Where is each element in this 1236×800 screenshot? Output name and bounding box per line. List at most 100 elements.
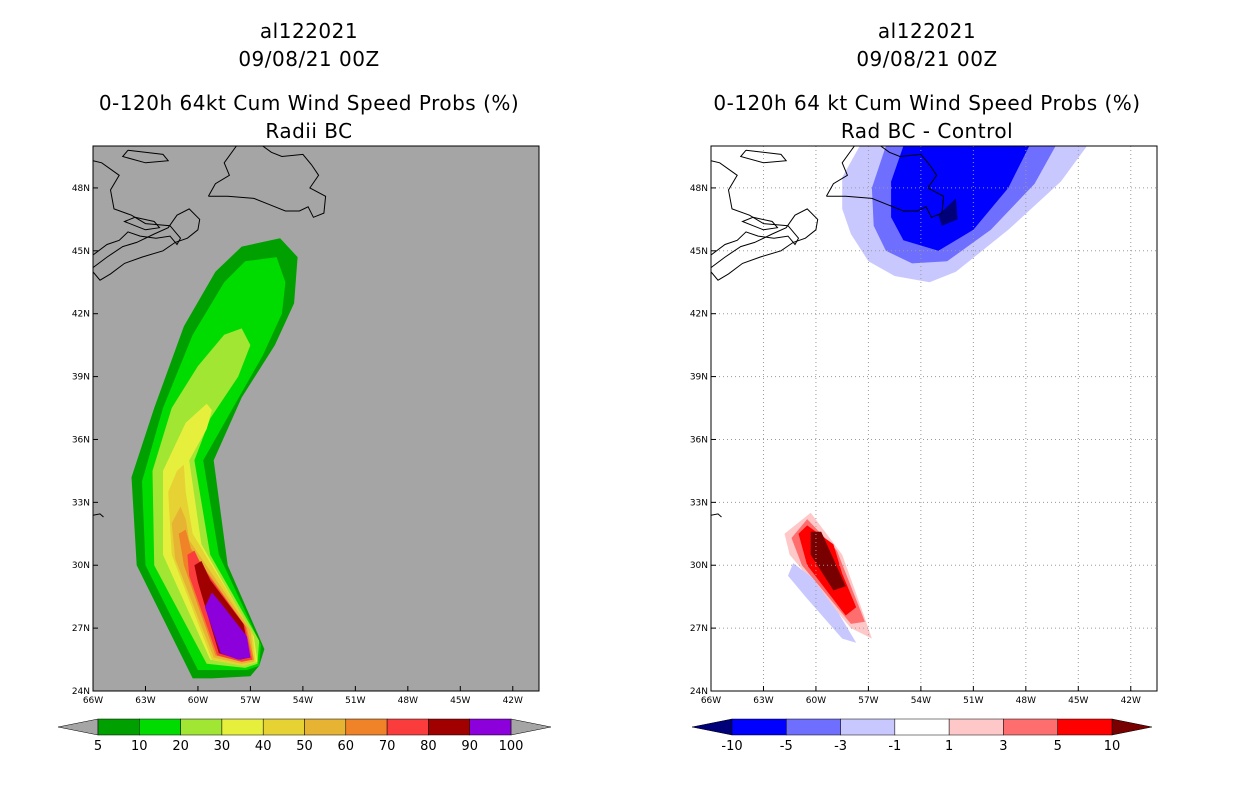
chart-title-left: 0-120h 64kt Cum Wind Speed Probs (%)	[99, 91, 519, 115]
colorbar-segment-3	[894, 718, 950, 736]
colorbar-label: 50	[296, 739, 313, 754]
colorbar-segment-0	[97, 718, 140, 736]
coastline-segment-1	[93, 208, 201, 281]
axis-ticks-left: 66W 63W 60W 57W 54W 51W 48W 45W 42W 24N 27N 30N 33N 3…	[72, 184, 523, 706]
colorbar-segment-7	[386, 718, 429, 736]
y-tick-label: 24N	[72, 687, 90, 697]
contour-neg1-8	[788, 563, 857, 643]
colorbar-segment-9	[469, 718, 512, 736]
colorbar-label: 3	[999, 739, 1007, 754]
y-tick-label: 27N	[690, 624, 708, 634]
y-tick-label: 42N	[72, 310, 90, 320]
y-tick-label: 48N	[690, 184, 708, 194]
y-tick-label: 39N	[690, 373, 708, 383]
coastline-segment-6	[93, 513, 104, 518]
storm-id-right: al122021	[878, 19, 976, 43]
colorbar-extend-low	[691, 718, 733, 736]
coastline-segment-0	[93, 160, 182, 256]
colorbar-label: 10	[131, 739, 148, 754]
coastline-segment-4	[207, 146, 327, 218]
colorbar-segment-8	[428, 718, 470, 736]
y-tick-label: 45N	[72, 247, 90, 257]
colorbar-segment-1	[139, 718, 181, 736]
colorbar-label: 70	[379, 739, 396, 754]
x-tick-label: 66W	[701, 696, 721, 706]
coastline-segment-3	[121, 149, 170, 164]
colorbar-label: 10	[1104, 739, 1121, 754]
colorbar-extend-high	[1111, 718, 1153, 736]
colorbar-label: 30	[214, 739, 231, 754]
colorbar-label: 60	[338, 739, 355, 754]
x-tick-label: 63W	[753, 696, 773, 706]
x-tick-label: 57W	[858, 696, 878, 706]
colorbar-extend-low	[57, 718, 99, 736]
x-tick-label: 45W	[450, 696, 470, 706]
colorbar-segment-2	[180, 718, 223, 736]
colorbar-segment-3	[221, 718, 264, 736]
gridlines-right	[711, 146, 1157, 691]
x-tick-label: 48W	[398, 696, 418, 706]
contour-10-7	[810, 531, 846, 591]
colorbar-label: -1	[888, 739, 901, 754]
map-frame-left	[92, 145, 540, 692]
contours-left	[131, 238, 298, 679]
colorbar-label: 20	[172, 739, 189, 754]
colorbar-right: -10 -5 -3 -1 1 3 5 10	[691, 718, 1153, 754]
panel-left: al122021 09/08/21 00Z 0-120h 64kt Cum Wi…	[57, 19, 552, 754]
coastline-segment-6	[711, 513, 722, 518]
map-frame-right	[710, 145, 1158, 692]
storm-id-left: al122021	[260, 19, 358, 43]
colorbar-label: 5	[1054, 739, 1062, 754]
colorbar-label: -3	[834, 739, 847, 754]
coastline-segment-4	[825, 146, 945, 218]
y-tick-label: 36N	[72, 435, 90, 445]
colorbar-label: 40	[255, 739, 272, 754]
coastline-segment-5	[93, 136, 205, 144]
colorbar-segment-5	[304, 718, 347, 736]
y-tick-label: 33N	[690, 498, 708, 508]
contour-30-3	[163, 403, 258, 666]
colorbar-label: 1	[945, 739, 953, 754]
coastline-segment-2	[123, 216, 161, 231]
x-tick-label: 51W	[345, 696, 365, 706]
y-tick-label: 39N	[72, 373, 90, 383]
x-tick-label: 60W	[188, 696, 208, 706]
colorbar-segment-4	[948, 718, 1004, 736]
coastline-segment-2	[741, 216, 779, 231]
y-tick-label: 42N	[690, 310, 708, 320]
colorbar-segment-6	[1057, 718, 1113, 736]
panel-right: al122021 09/08/21 00Z 0-120h 64 kt Cum W…	[690, 19, 1158, 754]
chart-title-right: 0-120h 64 kt Cum Wind Speed Probs (%)	[713, 91, 1140, 115]
x-tick-label: 48W	[1016, 696, 1036, 706]
y-tick-label: 30N	[690, 561, 708, 571]
x-tick-label: 54W	[911, 696, 931, 706]
coastline-right	[711, 146, 945, 518]
colorbar-segment-5	[1003, 718, 1058, 736]
y-tick-label: 33N	[72, 498, 90, 508]
coastline-left	[93, 136, 327, 518]
y-tick-label: 24N	[690, 687, 708, 697]
colorbar-label: 90	[461, 739, 478, 754]
colorbar-label: -10	[721, 739, 742, 754]
coastline-segment-1	[711, 208, 819, 281]
contour-neg5-2	[891, 146, 1030, 251]
y-tick-label: 45N	[690, 247, 708, 257]
coastline-segment-3	[739, 149, 788, 164]
x-tick-label: 54W	[293, 696, 313, 706]
y-tick-label: 30N	[72, 561, 90, 571]
colorbar-segment-4	[262, 718, 305, 736]
chart-subtitle-right: Rad BC - Control	[841, 119, 1013, 143]
contours-right	[784, 146, 1087, 643]
colorbar-segment-1	[786, 718, 841, 736]
date-right: 09/08/21 00Z	[856, 47, 997, 71]
y-tick-label: 36N	[690, 435, 708, 445]
coastline-segment-0	[711, 160, 800, 256]
x-tick-label: 45W	[1068, 696, 1088, 706]
x-tick-label: 66W	[83, 696, 103, 706]
colorbar-segment-2	[840, 718, 896, 736]
x-tick-label: 57W	[240, 696, 260, 706]
y-tick-label: 48N	[72, 184, 90, 194]
colorbar-label: 80	[420, 739, 437, 754]
contour-neg10-3	[938, 198, 958, 226]
y-tick-label: 27N	[72, 624, 90, 634]
